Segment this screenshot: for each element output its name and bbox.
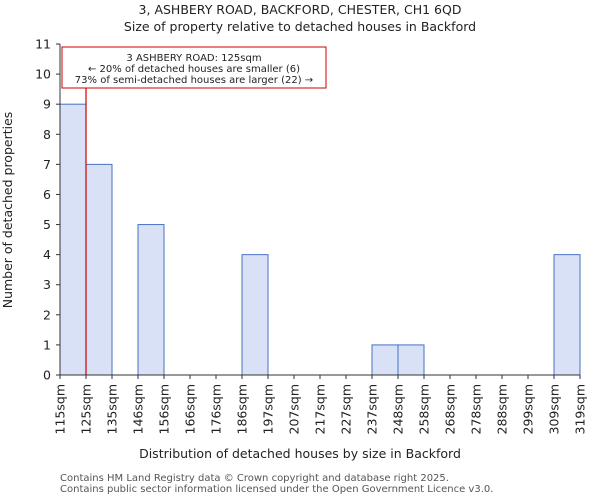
annotation-box: 3 ASHBERY ROAD: 125sqm ← 20% of detached… bbox=[61, 46, 327, 89]
footer-licence: Contains public sector information licen… bbox=[60, 484, 494, 495]
y-tick-label: 9 bbox=[43, 97, 51, 112]
x-axis-label: Distribution of detached houses by size … bbox=[139, 446, 461, 461]
x-tick-label: 299sqm bbox=[521, 384, 536, 434]
footer-copyright: Contains HM Land Registry data © Crown c… bbox=[60, 473, 449, 484]
x-tick-label: 288sqm bbox=[495, 384, 510, 434]
x-tick-label: 237sqm bbox=[365, 384, 380, 434]
x-tick-label: 268sqm bbox=[443, 384, 458, 434]
y-tick-label: 6 bbox=[43, 187, 51, 202]
y-tick-label: 5 bbox=[43, 217, 51, 232]
x-tick-label: 176sqm bbox=[209, 384, 224, 434]
x-tick-label: 319sqm bbox=[573, 384, 588, 434]
bar-146sqm bbox=[137, 224, 165, 376]
bar-248sqm bbox=[397, 344, 425, 376]
y-tick-label: 7 bbox=[43, 157, 51, 172]
x-tick-label: 135sqm bbox=[105, 384, 120, 434]
y-tick-label: 1 bbox=[43, 337, 51, 352]
x-tick-label: 186sqm bbox=[235, 384, 250, 434]
chart-subtitle: Size of property relative to detached ho… bbox=[124, 19, 476, 34]
x-tick-label: 227sqm bbox=[339, 384, 354, 434]
y-tick-label: 11 bbox=[35, 37, 51, 52]
x-ticks: 115sqm 125sqm 135sqm 146sqm 156sqm 166sqm 176s… bbox=[53, 375, 588, 434]
y-tick-label: 10 bbox=[35, 67, 51, 82]
x-tick-label: 156sqm bbox=[157, 384, 172, 434]
y-tick-label: 2 bbox=[43, 307, 51, 322]
x-tick-label: 217sqm bbox=[313, 384, 328, 434]
x-tick-label: 125sqm bbox=[79, 384, 94, 434]
x-tick-label: 258sqm bbox=[417, 384, 432, 434]
bar-309sqm bbox=[553, 254, 581, 376]
annotation-border bbox=[61, 46, 327, 89]
y-tick-label: 3 bbox=[43, 277, 51, 292]
annotation-line-1: 3 ASHBERY ROAD: 125sqm bbox=[126, 53, 261, 64]
x-tick-label: 166sqm bbox=[183, 384, 198, 434]
y-tick-label: 4 bbox=[43, 247, 51, 262]
bar-237sqm bbox=[371, 344, 399, 376]
x-tick-label: 197sqm bbox=[261, 384, 276, 434]
histogram-chart: 3, ASHBERY ROAD, BACKFORD, CHESTER, CH1 … bbox=[0, 2, 588, 461]
annotation-line-3: 73% of semi-detached houses are larger (… bbox=[75, 75, 313, 86]
x-tick-label: 278sqm bbox=[469, 384, 484, 434]
bar-115sqm bbox=[59, 103, 87, 376]
x-tick-label: 146sqm bbox=[131, 384, 146, 434]
x-tick-label: 248sqm bbox=[391, 384, 406, 434]
x-tick-label: 115sqm bbox=[53, 384, 68, 434]
y-axis-label: Number of detached properties bbox=[0, 112, 15, 309]
annotation-line-2: ← 20% of detached houses are smaller (6) bbox=[88, 64, 300, 75]
x-tick-label: 207sqm bbox=[287, 384, 302, 434]
x-tick-label: 309sqm bbox=[547, 384, 562, 434]
bar-186sqm bbox=[241, 254, 269, 376]
bar-125sqm bbox=[85, 163, 113, 376]
y-tick-label: 0 bbox=[43, 368, 51, 383]
chart-title: 3, ASHBERY ROAD, BACKFORD, CHESTER, CH1 … bbox=[139, 2, 462, 17]
bars-layer bbox=[59, 103, 581, 376]
y-tick-label: 8 bbox=[43, 127, 51, 142]
y-ticks: 0 1 2 3 4 5 6 7 8 9 10 11 bbox=[35, 37, 60, 383]
